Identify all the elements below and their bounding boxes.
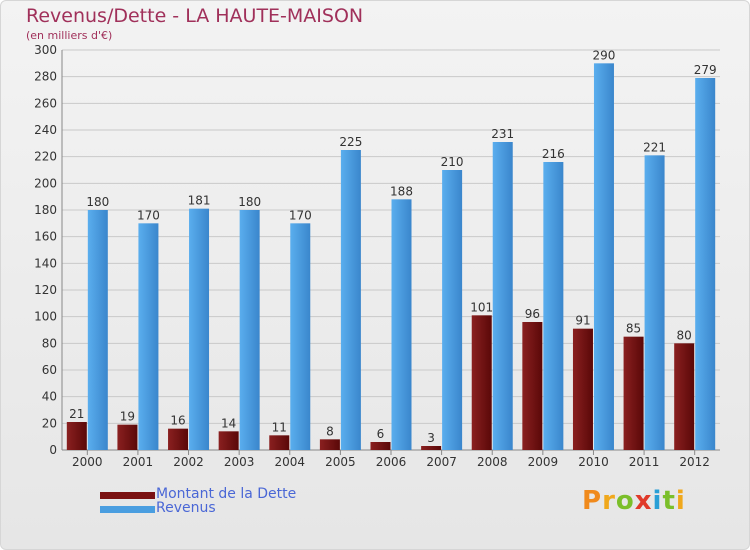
bar-dette (319, 439, 340, 450)
bar-revenus (442, 170, 463, 450)
x-tick-label: 2004 (274, 455, 305, 469)
bar-dette (522, 322, 543, 450)
bar-revenus (290, 223, 311, 450)
data-label-revenus: 180 (86, 195, 109, 209)
x-tick-label: 2000 (72, 455, 103, 469)
data-label-revenus: 210 (441, 155, 464, 169)
x-tick-label: 2006 (376, 455, 407, 469)
y-tick-label: 260 (34, 96, 57, 110)
y-tick-label: 0 (49, 443, 57, 457)
data-label-revenus: 170 (137, 208, 160, 222)
bar-revenus (138, 223, 159, 450)
bar-dette (66, 422, 87, 450)
y-tick-label: 140 (34, 256, 57, 270)
y-tick-label: 220 (34, 150, 57, 164)
data-label-dette: 91 (575, 314, 590, 328)
x-tick-label: 2008 (477, 455, 508, 469)
x-tick-label: 2001 (123, 455, 154, 469)
data-label-dette: 14 (221, 416, 236, 430)
y-tick-label: 60 (42, 363, 57, 377)
bar-dette (168, 428, 189, 450)
bar-revenus (189, 208, 210, 450)
legend-swatch-dette (100, 492, 155, 499)
x-tick-label: 2012 (679, 455, 710, 469)
bar-revenus (391, 199, 412, 450)
data-label-revenus: 188 (390, 184, 413, 198)
x-tick-label: 2009 (528, 455, 559, 469)
bar-revenus (492, 142, 513, 450)
data-label-revenus: 290 (593, 48, 616, 62)
bar-dette (269, 435, 290, 450)
y-tick-label: 300 (34, 43, 57, 57)
y-tick-label: 100 (34, 310, 57, 324)
y-tick-label: 200 (34, 176, 57, 190)
x-tick-label: 2007 (426, 455, 457, 469)
bar-dette (674, 343, 695, 450)
y-tick-label: 80 (42, 336, 57, 350)
data-label-revenus: 180 (238, 195, 261, 209)
y-tick-label: 180 (34, 203, 57, 217)
y-tick-label: 120 (34, 283, 57, 297)
x-tick-label: 2003 (224, 455, 255, 469)
y-tick-label: 240 (34, 123, 57, 137)
proxiti-logo: Proxiti (582, 486, 686, 516)
bar-dette (471, 315, 492, 450)
data-label-revenus: 216 (542, 147, 565, 161)
data-label-revenus: 221 (643, 140, 666, 154)
bar-revenus (239, 210, 260, 450)
y-tick-label: 20 (42, 416, 57, 430)
data-label-dette: 3 (427, 431, 435, 445)
x-tick-label: 2005 (325, 455, 356, 469)
bar-dette (623, 336, 644, 450)
bar-dette (370, 442, 391, 450)
chart-title: Revenus/Dette - LA HAUTE-MAISON (26, 5, 364, 27)
bar-revenus (644, 155, 665, 451)
bar-dette (572, 328, 593, 450)
data-label-dette: 16 (170, 414, 185, 428)
bar-revenus (695, 78, 716, 450)
legend-swatch-revenus (100, 506, 155, 513)
bar-dette (421, 446, 442, 450)
legend-label-dette: Montant de la Dette (156, 486, 297, 502)
data-label-revenus: 181 (188, 194, 211, 208)
x-tick-label: 2002 (173, 455, 204, 469)
data-label-dette: 8 (326, 424, 334, 438)
data-label-dette: 80 (677, 328, 692, 342)
legend-label-revenus: Revenus (156, 500, 216, 516)
data-label-revenus: 170 (289, 208, 312, 222)
data-label-dette: 96 (525, 307, 540, 321)
chart-subtitle: (en milliers d'€) (26, 29, 113, 42)
data-label-dette: 11 (272, 420, 287, 434)
data-label-revenus: 225 (339, 135, 362, 149)
y-tick-label: 40 (42, 390, 57, 404)
data-label-dette: 19 (120, 410, 135, 424)
bar-dette (218, 431, 239, 450)
data-label-dette: 101 (470, 300, 493, 314)
bar-revenus (340, 150, 361, 450)
data-label-dette: 6 (377, 427, 385, 441)
y-tick-label: 160 (34, 230, 57, 244)
data-label-dette: 85 (626, 322, 641, 336)
bar-revenus (543, 162, 564, 450)
y-tick-label: 280 (34, 70, 57, 84)
x-tick-label: 2010 (578, 455, 609, 469)
bar-revenus (593, 63, 614, 450)
bar-revenus (87, 210, 108, 450)
data-label-dette: 21 (69, 407, 84, 421)
bar-dette (117, 424, 138, 450)
data-label-revenus: 279 (694, 63, 717, 77)
data-label-revenus: 231 (491, 127, 514, 141)
x-tick-label: 2011 (629, 455, 660, 469)
